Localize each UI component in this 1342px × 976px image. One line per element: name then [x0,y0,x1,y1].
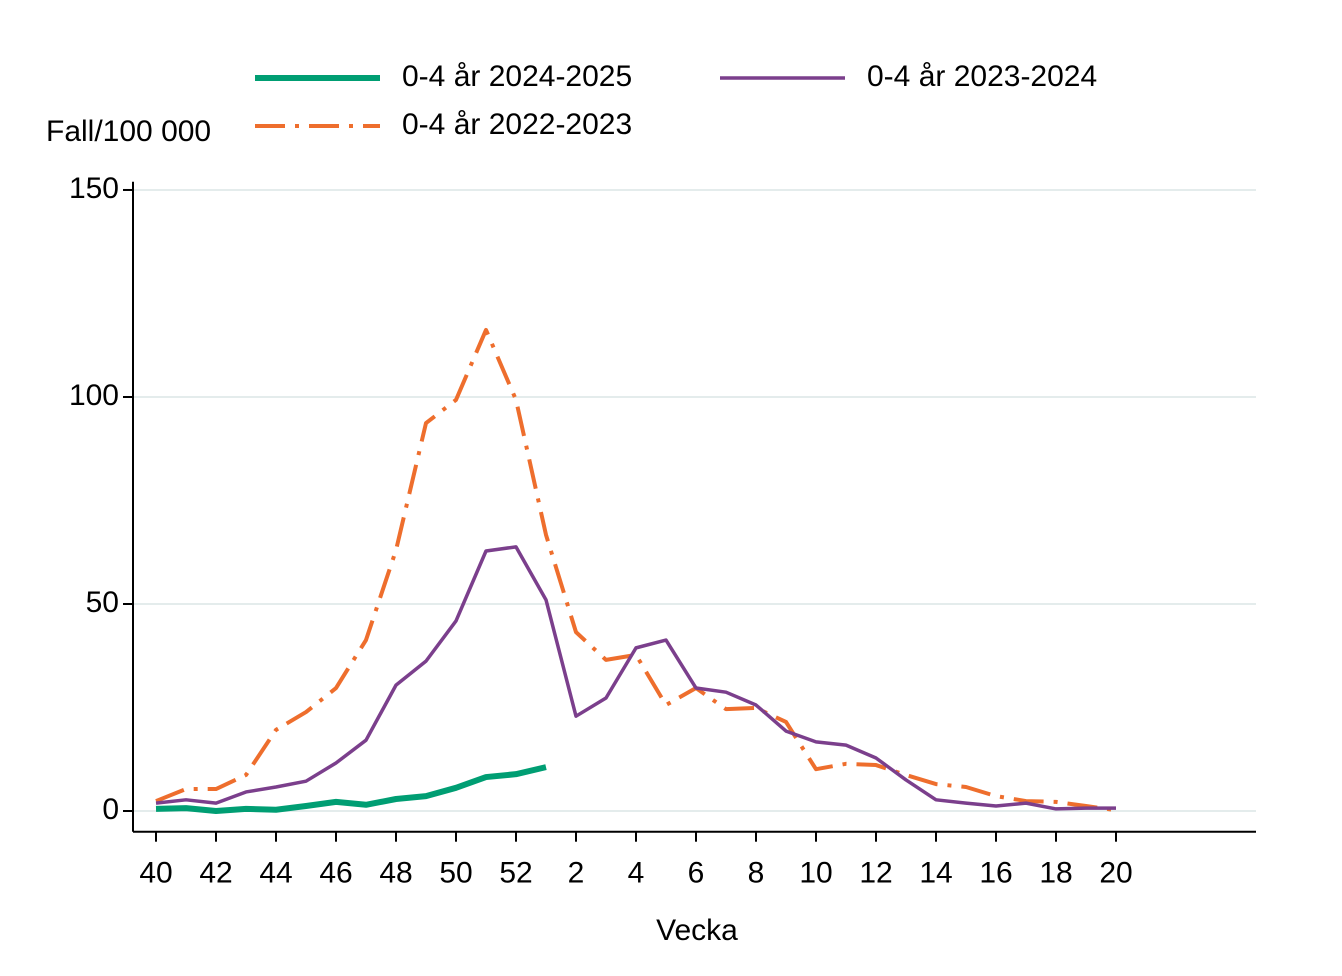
legend-label: 0-4 år 2022-2023 [402,108,632,141]
legend-label: 0-4 år 2023-2024 [867,60,1097,93]
y-tick-label: 0 [102,793,119,826]
x-tick-label: 52 [499,857,532,890]
y-axis-label: Fall/100 000 [46,115,211,148]
x-tick-label: 6 [688,857,705,890]
x-axis-label: Vecka [656,914,738,947]
x-tick-label: 8 [748,857,765,890]
x-tick-label: 20 [1099,857,1132,890]
y-tick-label: 100 [69,379,119,412]
x-tick-label: 44 [259,857,292,890]
x-tick-label: 40 [139,857,172,890]
legend-label: 0-4 år 2024-2025 [402,60,632,93]
data-line [155,545,1116,811]
x-tick-label: 16 [979,857,1012,890]
x-tick-label: 2 [568,857,585,890]
x-tick-label: 50 [439,857,472,890]
x-tick-label: 12 [859,857,892,890]
data-line [155,327,1117,813]
x-tick-label: 18 [1039,857,1072,890]
data-line [155,764,547,814]
x-tick-label: 46 [319,857,352,890]
x-tick-label: 4 [628,857,645,890]
y-tick-label: 150 [69,172,119,205]
x-tick-label: 42 [199,857,232,890]
x-tick-label: 10 [799,857,832,890]
y-tick-label: 50 [86,586,119,619]
x-tick-label: 48 [379,857,412,890]
x-tick-label: 14 [919,857,952,890]
